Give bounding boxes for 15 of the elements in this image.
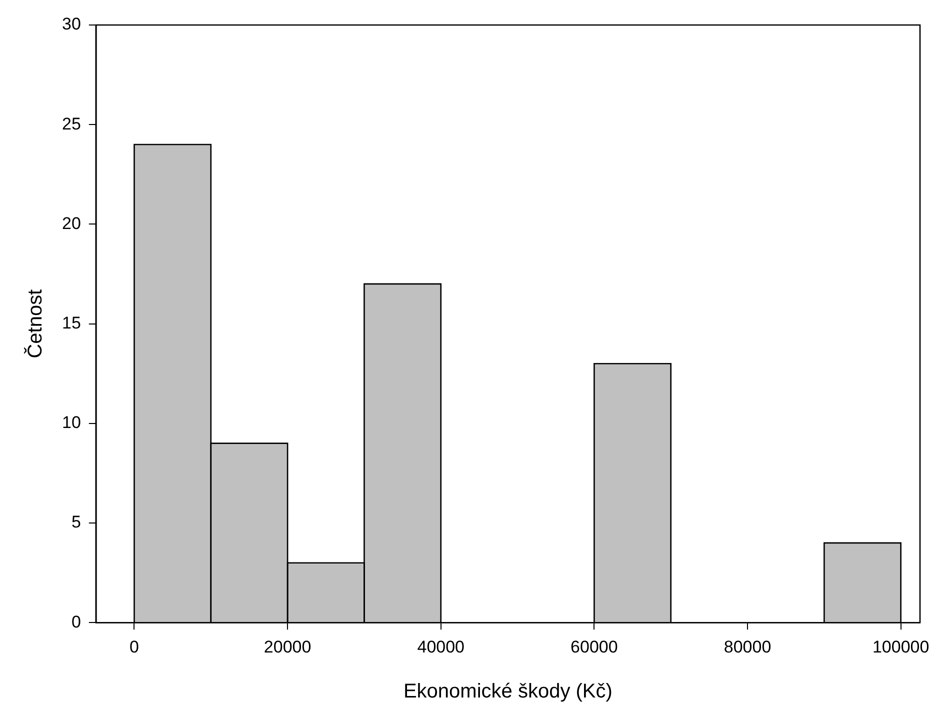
y-tick-label: 0	[71, 612, 81, 632]
x-tick-label: 0	[130, 637, 139, 656]
x-tick-label: 20000	[264, 637, 312, 656]
y-axis-title: Četnost	[24, 288, 47, 358]
y-tick-label: 30	[62, 14, 81, 34]
x-tick-label: 60000	[570, 637, 618, 656]
y-tick-label: 25	[62, 114, 81, 134]
x-tick-label: 80000	[724, 637, 772, 656]
y-tick-label: 15	[62, 313, 81, 332]
y-tick-label: 10	[62, 413, 81, 432]
x-axis-title: Ekonomické škody (Kč)	[403, 680, 612, 703]
y-tick-label: 5	[71, 512, 81, 532]
x-tick-label: 40000	[417, 637, 465, 656]
x-tick-label: 100000	[872, 637, 930, 656]
y-tick-label: 20	[62, 214, 81, 233]
